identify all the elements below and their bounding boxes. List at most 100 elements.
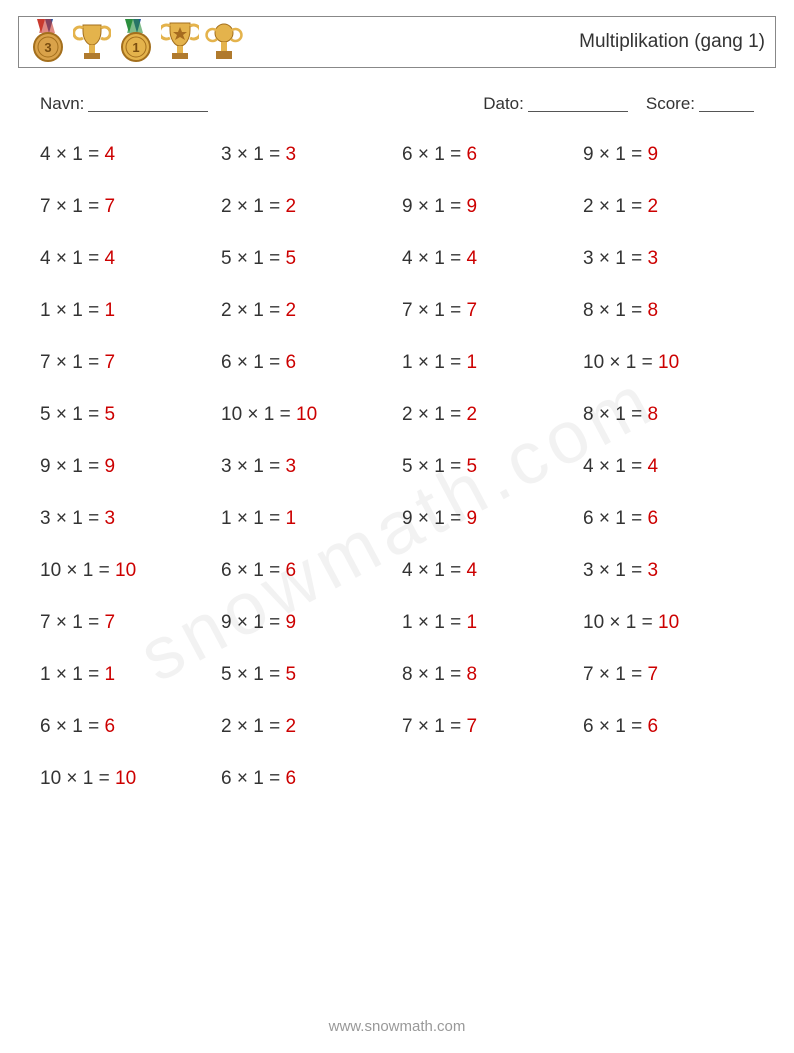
problem-answer: 7 <box>466 716 477 737</box>
problem-cell: 9 × 1 = 9 <box>402 196 573 218</box>
problem-cell: 6 × 1 = 6 <box>221 768 392 790</box>
problem-expression: 9 × 1 = <box>40 456 104 477</box>
score-label: Score: <box>646 94 695 114</box>
problem-expression: 3 × 1 = <box>221 456 285 477</box>
problem-cell: 5 × 1 = 5 <box>40 404 211 426</box>
problem-answer: 5 <box>285 248 296 269</box>
problem-cell: 2 × 1 = 2 <box>221 716 392 738</box>
problem-expression: 1 × 1 = <box>40 300 104 321</box>
problem-cell: 6 × 1 = 6 <box>583 508 754 530</box>
problem-cell: 1 × 1 = 1 <box>402 612 573 634</box>
problem-answer: 8 <box>647 300 658 321</box>
name-blank[interactable] <box>88 94 208 112</box>
problem-cell: 4 × 1 = 4 <box>402 560 573 582</box>
problem-answer: 5 <box>466 456 477 477</box>
trophy-icon <box>73 19 111 63</box>
problem-answer: 2 <box>647 196 658 217</box>
problem-expression: 1 × 1 = <box>221 508 285 529</box>
problem-cell: 9 × 1 = 9 <box>583 144 754 166</box>
problem-expression: 8 × 1 = <box>583 300 647 321</box>
problem-cell: 3 × 1 = 3 <box>221 144 392 166</box>
problem-cell: 5 × 1 = 5 <box>221 664 392 686</box>
problem-answer: 4 <box>466 248 477 269</box>
problem-answer: 3 <box>285 144 296 165</box>
problem-expression: 10 × 1 = <box>221 404 296 425</box>
problem-cell: 2 × 1 = 2 <box>221 196 392 218</box>
problem-answer: 6 <box>104 716 115 737</box>
problem-expression: 6 × 1 = <box>221 352 285 373</box>
svg-text:1: 1 <box>132 40 139 55</box>
problem-expression: 1 × 1 = <box>402 612 466 633</box>
problem-cell: 10 × 1 = 10 <box>40 768 211 790</box>
problem-cell: 9 × 1 = 9 <box>402 508 573 530</box>
date-label: Dato: <box>483 94 524 114</box>
problem-answer: 6 <box>647 508 658 529</box>
problem-answer: 6 <box>647 716 658 737</box>
footer-text: www.snowmath.com <box>0 1018 794 1035</box>
problem-answer: 10 <box>658 612 679 633</box>
problem-expression: 4 × 1 = <box>402 248 466 269</box>
problem-cell: 9 × 1 = 9 <box>40 456 211 478</box>
problem-cell: 10 × 1 = 10 <box>221 404 392 426</box>
problem-answer: 4 <box>647 456 658 477</box>
problem-expression: 2 × 1 = <box>221 300 285 321</box>
problem-answer: 1 <box>285 508 296 529</box>
problem-answer: 4 <box>104 144 115 165</box>
problem-answer: 4 <box>466 560 477 581</box>
name-label: Navn: <box>40 94 84 114</box>
problem-cell: 7 × 1 = 7 <box>583 664 754 686</box>
problem-cell: 8 × 1 = 8 <box>583 404 754 426</box>
problem-cell: 1 × 1 = 1 <box>40 664 211 686</box>
problem-answer: 3 <box>104 508 115 529</box>
problem-cell: 7 × 1 = 7 <box>40 352 211 374</box>
problem-answer: 1 <box>104 300 115 321</box>
problem-expression: 4 × 1 = <box>583 456 647 477</box>
problem-answer: 9 <box>466 508 477 529</box>
score-blank[interactable] <box>699 94 754 112</box>
problem-cell: 3 × 1 = 3 <box>40 508 211 530</box>
meta-left: Navn: <box>40 94 208 114</box>
problem-expression: 9 × 1 = <box>583 144 647 165</box>
problem-cell: 4 × 1 = 4 <box>402 248 573 270</box>
problem-expression: 4 × 1 = <box>402 560 466 581</box>
problem-cell: 7 × 1 = 7 <box>402 300 573 322</box>
problem-expression: 7 × 1 = <box>40 352 104 373</box>
svg-text:3: 3 <box>44 40 51 55</box>
problem-cell: 7 × 1 = 7 <box>40 196 211 218</box>
problem-expression: 3 × 1 = <box>583 248 647 269</box>
problem-expression: 2 × 1 = <box>402 404 466 425</box>
problem-answer: 5 <box>285 664 296 685</box>
problem-cell: 3 × 1 = 3 <box>583 560 754 582</box>
problem-answer: 9 <box>104 456 115 477</box>
problem-answer: 7 <box>104 352 115 373</box>
problem-expression: 6 × 1 = <box>402 144 466 165</box>
problem-expression: 4 × 1 = <box>40 248 104 269</box>
problem-answer: 7 <box>466 300 477 321</box>
problem-answer: 10 <box>115 560 136 581</box>
problem-cell: 3 × 1 = 3 <box>221 456 392 478</box>
problem-cell: 7 × 1 = 7 <box>40 612 211 634</box>
problem-answer: 7 <box>104 612 115 633</box>
problem-expression: 7 × 1 = <box>40 612 104 633</box>
problem-answer: 1 <box>466 352 477 373</box>
problem-cell: 2 × 1 = 2 <box>221 300 392 322</box>
problem-cell: 8 × 1 = 8 <box>583 300 754 322</box>
problem-cell: 4 × 1 = 4 <box>40 144 211 166</box>
problem-expression: 1 × 1 = <box>402 352 466 373</box>
problem-answer: 3 <box>285 456 296 477</box>
problem-expression: 10 × 1 = <box>583 352 658 373</box>
date-blank[interactable] <box>528 94 628 112</box>
problem-expression: 2 × 1 = <box>221 196 285 217</box>
problem-expression: 7 × 1 = <box>583 664 647 685</box>
problem-cell: 5 × 1 = 5 <box>221 248 392 270</box>
problem-cell: 6 × 1 = 6 <box>221 560 392 582</box>
problem-cell: 10 × 1 = 10 <box>40 560 211 582</box>
problem-expression: 10 × 1 = <box>40 768 115 789</box>
problem-expression: 6 × 1 = <box>40 716 104 737</box>
problem-answer: 6 <box>285 352 296 373</box>
problem-cell: 7 × 1 = 7 <box>402 716 573 738</box>
trophy-icon <box>161 19 199 63</box>
problem-expression: 9 × 1 = <box>402 196 466 217</box>
problem-answer: 1 <box>104 664 115 685</box>
problem-answer: 9 <box>647 144 658 165</box>
